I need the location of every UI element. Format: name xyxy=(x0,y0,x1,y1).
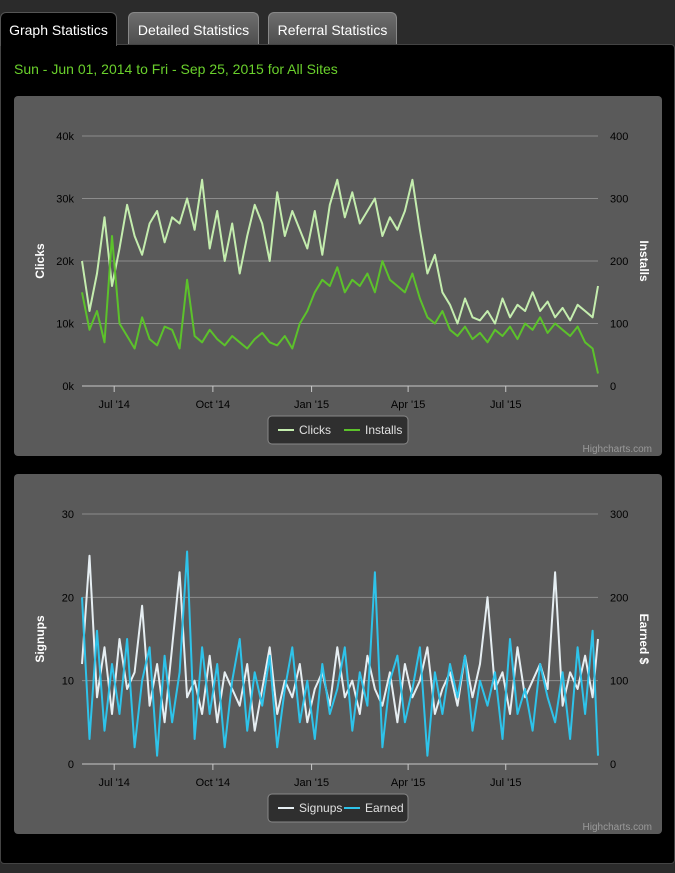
x-tick-label: Oct '14 xyxy=(196,399,231,411)
tab-referral-statistics[interactable]: Referral Statistics xyxy=(268,12,397,44)
x-tick-label: Apr '15 xyxy=(391,777,426,789)
x-tick-label: Jul '15 xyxy=(490,777,521,789)
x-tick-label: Jul '14 xyxy=(98,777,129,789)
x-tick-label: Jan '15 xyxy=(294,777,329,789)
y2-tick-label: 0 xyxy=(610,759,616,771)
tab-bar: Graph Statistics Detailed Statistics Ref… xyxy=(0,12,675,46)
legend: Signups Earned xyxy=(267,793,409,823)
highcharts-credits: Highcharts.com xyxy=(583,822,652,833)
signups-earned-chart: 0 0 10 100 20 200 30 300 Jul '14 Oct '14 Jan '15 Ap… xyxy=(14,474,662,834)
y-tick-label: 20 xyxy=(62,592,74,604)
date-range-label: Sun - Jun 01, 2014 to Fri - Sep 25, 2015… xyxy=(14,61,338,77)
legend-item-label: Installs xyxy=(365,423,402,437)
y-tick-label: 30 xyxy=(62,509,74,521)
y-tick-label: 0 xyxy=(68,759,74,771)
x-tick-label: Jul '15 xyxy=(490,399,521,411)
y-tick-label: 10k xyxy=(56,319,74,331)
highcharts-credits: Highcharts.com xyxy=(583,444,652,455)
y-axis-title: Signups xyxy=(33,615,47,663)
y-tick-label: 10 xyxy=(62,676,74,688)
series-line-installs xyxy=(81,235,599,374)
y2-tick-label: 100 xyxy=(610,676,628,688)
tab-graph-statistics[interactable]: Graph Statistics xyxy=(0,12,117,46)
clicks-installs-chart: 0k 0 10k 100 20k 200 30k 300 40k 400 Jul '14 Oct '1… xyxy=(14,96,662,456)
tab-detailed-statistics[interactable]: Detailed Statistics xyxy=(128,12,259,44)
x-tick-label: Apr '15 xyxy=(391,399,426,411)
series-line-earned xyxy=(81,550,599,757)
x-tick-label: Jan '15 xyxy=(294,399,329,411)
legend-box xyxy=(267,793,409,823)
clicks-installs-chart-svg: 0k 0 10k 100 20k 200 30k 300 40k 400 Jul '14 Oct '1… xyxy=(33,131,652,455)
y2-tick-label: 300 xyxy=(610,509,628,521)
y2-tick-label: 200 xyxy=(610,592,628,604)
y-tick-label: 30k xyxy=(56,194,74,206)
legend: Clicks Installs xyxy=(267,415,409,445)
y2-tick-label: 300 xyxy=(610,194,628,206)
y2-tick-label: 100 xyxy=(610,319,628,331)
y2-axis-title: Installs xyxy=(637,240,651,282)
y2-tick-label: 400 xyxy=(610,131,628,143)
y2-tick-label: 200 xyxy=(610,256,628,268)
x-tick-label: Jul '14 xyxy=(98,399,129,411)
x-tick-label: Oct '14 xyxy=(196,777,231,789)
y2-axis-title: Earned $ xyxy=(637,614,651,665)
signups-earned-chart-svg: 0 0 10 100 20 200 30 300 Jul '14 Oct '14 Jan '15 Ap… xyxy=(33,509,652,833)
legend-item-label: Earned xyxy=(365,801,404,815)
y-axis-title: Clicks xyxy=(33,243,47,279)
series-line-clicks xyxy=(81,178,599,325)
legend-item-label: Signups xyxy=(299,801,342,815)
y-tick-label: 40k xyxy=(56,131,74,143)
legend-box xyxy=(267,415,409,445)
y-tick-label: 20k xyxy=(56,256,74,268)
legend-item-label: Clicks xyxy=(299,423,331,437)
y2-tick-label: 0 xyxy=(610,381,616,393)
y-tick-label: 0k xyxy=(62,381,74,393)
